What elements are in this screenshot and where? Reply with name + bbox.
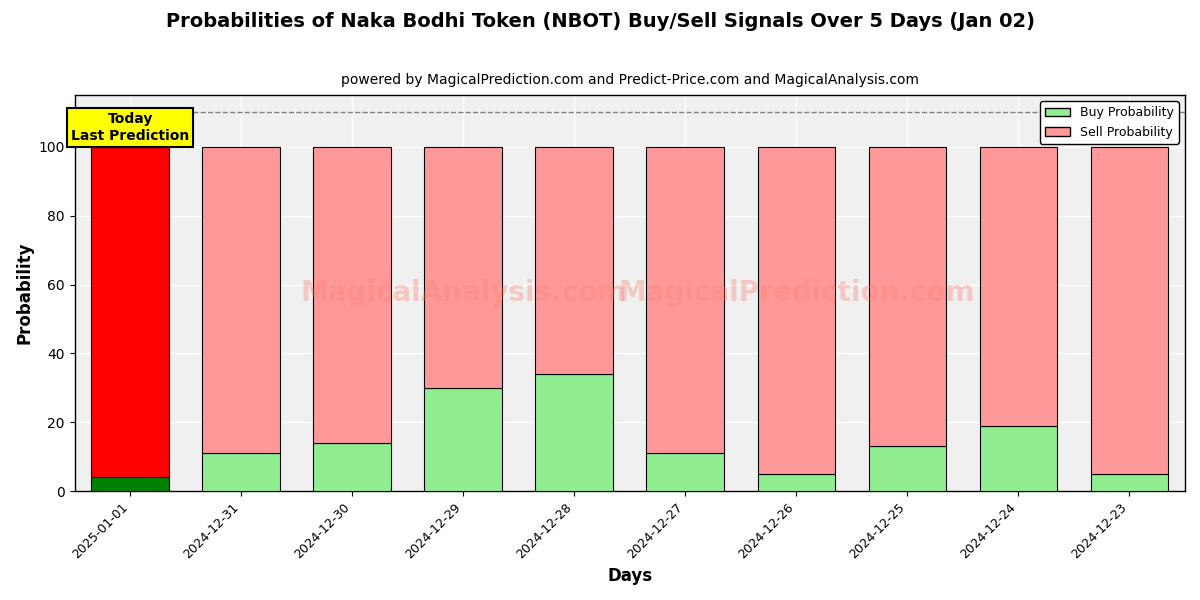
Legend: Buy Probability, Sell Probability: Buy Probability, Sell Probability bbox=[1040, 101, 1178, 143]
Y-axis label: Probability: Probability bbox=[16, 242, 34, 344]
Text: MagicalPrediction.com: MagicalPrediction.com bbox=[618, 279, 974, 307]
Text: Today
Last Prediction: Today Last Prediction bbox=[71, 112, 190, 143]
Bar bbox=[1091, 474, 1169, 491]
Bar bbox=[647, 454, 725, 491]
Bar bbox=[313, 443, 391, 491]
Bar bbox=[203, 454, 280, 491]
Bar bbox=[647, 147, 725, 454]
Bar bbox=[757, 474, 835, 491]
X-axis label: Days: Days bbox=[607, 567, 653, 585]
Bar bbox=[1091, 147, 1169, 474]
Bar bbox=[203, 147, 280, 454]
Title: powered by MagicalPrediction.com and Predict-Price.com and MagicalAnalysis.com: powered by MagicalPrediction.com and Pre… bbox=[341, 73, 919, 87]
Bar bbox=[979, 147, 1057, 426]
Bar bbox=[535, 147, 613, 374]
Bar bbox=[91, 147, 169, 478]
Bar bbox=[425, 147, 502, 388]
Text: Probabilities of Naka Bodhi Token (NBOT) Buy/Sell Signals Over 5 Days (Jan 02): Probabilities of Naka Bodhi Token (NBOT)… bbox=[166, 12, 1034, 31]
Bar bbox=[869, 446, 947, 491]
Bar bbox=[313, 147, 391, 443]
Bar bbox=[535, 374, 613, 491]
Bar bbox=[979, 426, 1057, 491]
Bar bbox=[869, 147, 947, 446]
Bar bbox=[757, 147, 835, 474]
Bar bbox=[425, 388, 502, 491]
Bar bbox=[91, 478, 169, 491]
Text: MagicalAnalysis.com: MagicalAnalysis.com bbox=[300, 279, 626, 307]
